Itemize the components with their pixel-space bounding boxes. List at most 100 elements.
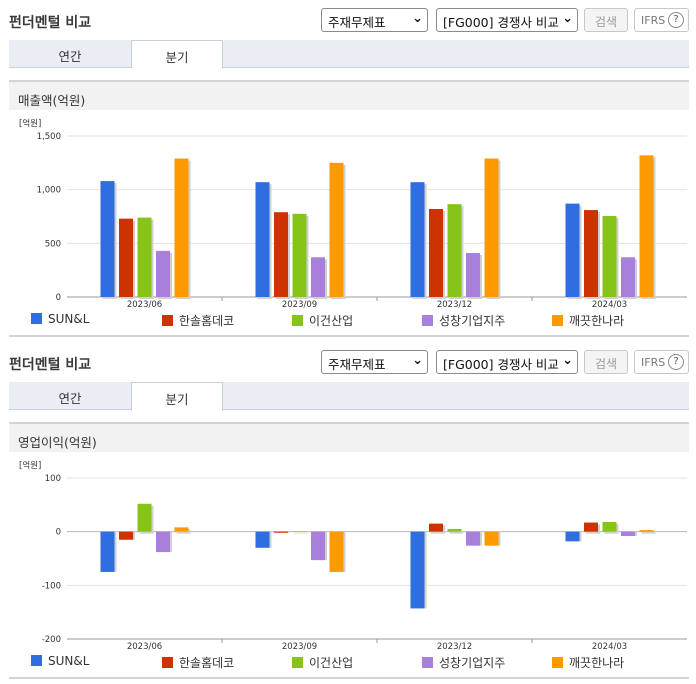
bar [639, 155, 654, 297]
legend-swatch [552, 657, 563, 668]
legend-swatch [31, 655, 42, 666]
search-button[interactable]: 검색 [584, 350, 628, 374]
x-tick-label: 2023/12 [437, 642, 472, 650]
legend-label: 이건산업 [309, 656, 354, 670]
ifrs-help-button[interactable]: IFRS ? [634, 8, 689, 32]
bar [484, 531, 499, 546]
question-icon: ? [668, 354, 684, 370]
bar [447, 204, 462, 297]
bar [602, 215, 617, 297]
x-tick-label: 2023/06 [127, 300, 162, 308]
bar [274, 531, 288, 533]
y-tick-label: 1,500 [37, 132, 61, 142]
bar-shadow [449, 530, 464, 534]
search-button[interactable]: 검색 [584, 8, 628, 32]
bar [329, 531, 344, 572]
panel-title: 펀더멘털 비교 [9, 357, 92, 373]
bar [410, 531, 425, 609]
tab-quarterly[interactable]: 분기 [131, 382, 223, 411]
bar [255, 182, 270, 297]
bar-shadow [294, 533, 309, 535]
operating-profit-bar-chart: [억원] -200 -100 0 100 2023/06 2023/09 2023/12 202… [19, 460, 687, 650]
statement-select-value: 주재무제표 [328, 15, 386, 30]
bar [255, 531, 270, 548]
bar [410, 182, 425, 297]
y-tick-label: 500 [45, 239, 61, 249]
x-tick-label: 2024/03 [592, 300, 627, 308]
bar [329, 162, 344, 297]
legend-swatch [31, 313, 42, 324]
legend-label: 깨끗한나라 [569, 656, 625, 670]
unit-label: [억원] [19, 460, 41, 471]
legend-item[interactable]: 성창기업지주 [422, 654, 505, 671]
bar [100, 181, 115, 297]
bar [466, 531, 480, 546]
legend-label: 깨끗한나라 [569, 314, 625, 328]
legend-swatch [162, 315, 173, 326]
legend-label: SUN&L [48, 312, 90, 326]
legend-item[interactable]: 성창기업지주 [422, 312, 505, 329]
legend-item[interactable]: 이건산업 [292, 654, 353, 671]
y-tick-label: 0 [56, 293, 61, 303]
legend-label: 이건산업 [309, 314, 354, 328]
chevron-down-icon: ⌄ [562, 353, 573, 368]
bar [447, 528, 462, 532]
period-tabs: 연간 분기 [9, 382, 689, 411]
bar [119, 218, 133, 297]
ifrs-label: IFRS [641, 356, 666, 369]
divider [9, 335, 689, 337]
ifrs-help-button[interactable]: IFRS ? [634, 350, 689, 374]
chevron-down-icon: ⌄ [412, 353, 423, 368]
bar [565, 531, 580, 542]
bar [484, 158, 499, 297]
panel-header: 펀더멘털 비교 주재무제표 ⌄ [FG000] 경쟁사 비교 ⌄ 검색 IFRS… [0, 342, 696, 382]
y-tick-label: 0 [56, 528, 61, 538]
legend-swatch [292, 657, 303, 668]
compare-select[interactable]: [FG000] 경쟁사 비교 ⌄ [436, 350, 578, 374]
bar [156, 250, 170, 297]
tab-quarterly[interactable]: 분기 [131, 40, 223, 69]
tab-annual[interactable]: 연간 [58, 391, 82, 406]
legend-item[interactable]: 깨끗한나라 [552, 312, 624, 329]
bar [274, 212, 288, 297]
legend-item[interactable]: 이건산업 [292, 312, 353, 329]
panel-header: 펀더멘털 비교 주재무제표 ⌄ [FG000] 경쟁사 비교 ⌄ 검색 IFRS… [0, 0, 696, 40]
tab-annual[interactable]: 연간 [58, 49, 82, 64]
statement-select[interactable]: 주재무제표 ⌄ [321, 350, 428, 374]
bar [565, 203, 580, 297]
legend-item[interactable]: SUN&L [31, 312, 89, 326]
bar [119, 531, 133, 540]
legend-swatch [422, 657, 433, 668]
x-tick-label: 2023/09 [282, 642, 317, 650]
compare-select[interactable]: [FG000] 경쟁사 비교 ⌄ [436, 8, 578, 32]
legend-item[interactable]: 한솔홈데코 [162, 312, 234, 329]
y-tick-label: 1,000 [37, 186, 61, 196]
legend-item[interactable]: 한솔홈데코 [162, 654, 234, 671]
revenue-bar-chart: [억원] 0 500 1,000 1,500 2023/06 2023/09 2023/12 2… [19, 118, 687, 308]
statement-select-value: 주재무제표 [328, 357, 386, 372]
compare-select-value: [FG000] 경쟁사 비교 [443, 357, 559, 372]
bar [584, 522, 598, 532]
x-tick-label: 2023/06 [127, 642, 162, 650]
bar [137, 217, 152, 297]
divider [9, 677, 689, 679]
unit-label: [억원] [19, 118, 41, 129]
legend-label: 한솔홈데코 [179, 314, 235, 328]
chart-legend: SUN&L 한솔홈데코 이건산업 성창기업지주 깨끗한나라 [9, 654, 689, 674]
legend-item[interactable]: 깨끗한나라 [552, 654, 624, 671]
statement-select[interactable]: 주재무제표 ⌄ [321, 8, 428, 32]
chevron-down-icon: ⌄ [562, 11, 573, 26]
bar [602, 522, 617, 532]
compare-select-value: [FG000] 경쟁사 비교 [443, 15, 559, 30]
legend-swatch [552, 315, 563, 326]
bar [137, 503, 152, 532]
legend-item[interactable]: SUN&L [31, 654, 89, 668]
bar [311, 257, 325, 297]
section-title: 영업이익(억원) [9, 422, 689, 452]
y-tick-label: -200 [42, 635, 61, 645]
x-tick-label: 2023/12 [437, 300, 472, 308]
y-tick-label: 100 [45, 474, 61, 484]
bar [311, 531, 325, 561]
bar [621, 531, 635, 536]
bar [466, 252, 480, 297]
